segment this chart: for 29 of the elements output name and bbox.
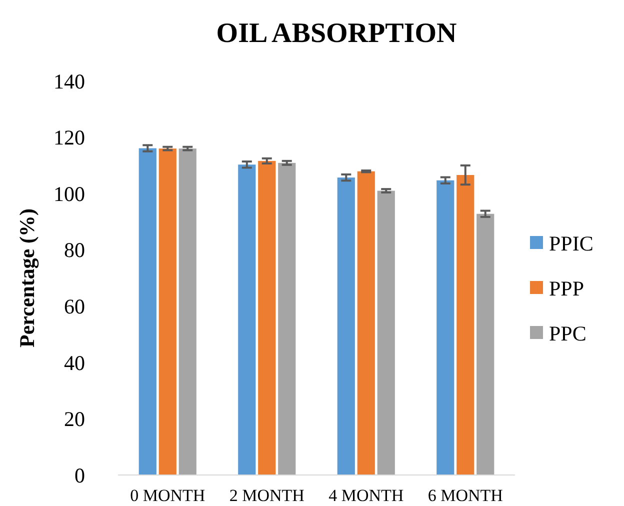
y-tick-label: 120 (54, 126, 85, 150)
y-tick-label: 140 (54, 69, 85, 94)
bar (238, 164, 256, 475)
bar (456, 174, 474, 475)
y-tick-label: 40 (64, 350, 85, 375)
y-tick-label: 60 (64, 294, 85, 318)
bar (278, 162, 296, 475)
bar (138, 148, 156, 475)
legend-label: PPIC (549, 231, 594, 256)
bar (178, 148, 196, 475)
legend-label: PPC (549, 321, 586, 346)
y-tick-label: 80 (64, 238, 85, 262)
bar (337, 178, 355, 475)
bar (158, 148, 176, 475)
y-tick-label: 0 (74, 463, 85, 488)
legend-label: PPP (549, 276, 584, 300)
bar (377, 190, 395, 475)
bar (258, 160, 276, 475)
x-tick-label: 2 MONTH (229, 486, 304, 505)
y-tick-label: 20 (64, 407, 85, 432)
bar (476, 214, 494, 475)
y-tick-label: 100 (54, 182, 85, 206)
bar (436, 180, 454, 475)
x-tick-label: 4 MONTH (328, 486, 404, 505)
chart-title: OIL ABSORPTION (216, 18, 457, 49)
bar (357, 171, 375, 475)
x-tick-label: 0 MONTH (130, 486, 206, 505)
y-axis-title: Percentage (%) (15, 208, 39, 348)
x-tick-label: 6 MONTH (428, 486, 503, 505)
